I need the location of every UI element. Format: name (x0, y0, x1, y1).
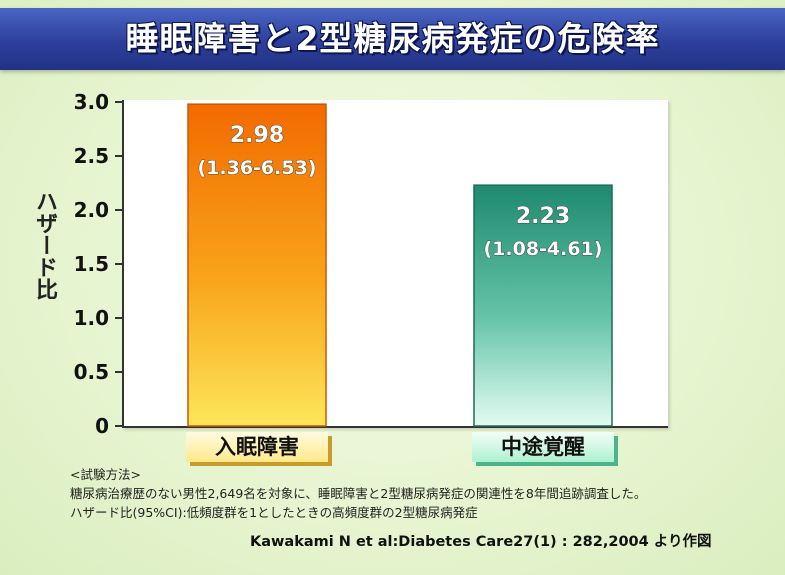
y-tick-label: 0.5 (74, 360, 109, 384)
notes-heading: <試験方法> (70, 467, 141, 482)
citation: Kawakami N et al:Diabetes Care27(1) : 28… (250, 534, 712, 550)
y-tick-label: 1.0 (74, 306, 109, 330)
bar-0 (187, 103, 327, 427)
y-tick-label: 1.5 (74, 252, 109, 276)
data-label: 2.23 (516, 204, 570, 229)
bar-1 (473, 184, 613, 427)
y-tick-label: 2.0 (74, 198, 109, 222)
y-tick-label: 3.0 (74, 90, 109, 114)
notes-line-2: ハザード比(95%CI):低頻度群を1としたときの高頻度群の2型糖尿病発症 (70, 505, 478, 520)
method-notes: <試験方法> 糖尿病治療歴のない男性2,649名を対象に、睡眠障害と2型糖尿病発… (70, 465, 646, 522)
title-bar: 睡眠障害と2型糖尿病発症の危険率 (0, 8, 785, 70)
y-tick-label: 0 (95, 414, 109, 438)
page-title: 睡眠障害と2型糖尿病発症の危険率 (125, 19, 660, 58)
category-label-insomnia: 入眠障害 (186, 432, 328, 462)
notes-line-1: 糖尿病治療歴のない男性2,649名を対象に、睡眠障害と2型糖尿病発症の関連性を8… (70, 486, 647, 501)
category-label-waking: 中途覚醒 (472, 432, 614, 462)
y-tick-label: 2.5 (74, 144, 109, 168)
ci-label: (1.36-6.53) (197, 157, 316, 179)
data-label: 2.98 (230, 123, 284, 148)
ci-label: (1.08-4.61) (483, 238, 602, 260)
y-axis-label: ハザード比 (32, 190, 57, 300)
